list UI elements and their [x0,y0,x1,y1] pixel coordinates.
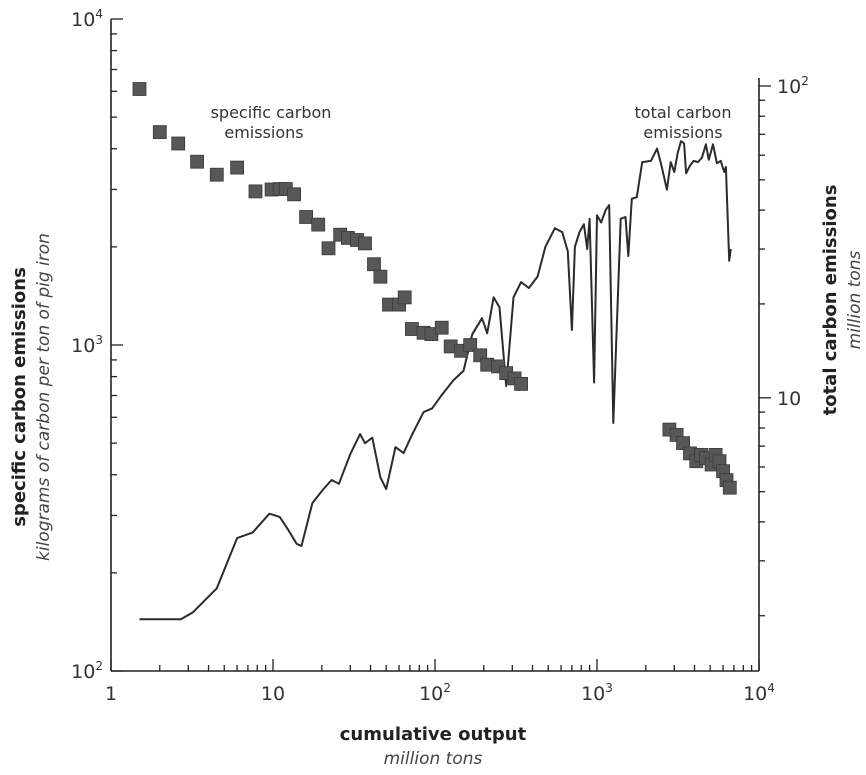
total-emissions-line [139,140,732,621]
x-tick-label: 104 [743,681,775,705]
annotation-total-line1: total carbon [635,103,732,122]
right-axis-unit: million tons [845,250,865,349]
left-tick-label: 104 [71,7,103,31]
specific-emissions-point [722,480,737,495]
specific-emissions-point [311,217,326,232]
specific-emissions-point [404,322,419,336]
left-tick-label: 103 [71,333,103,357]
annotation-specific-line2: emissions [224,123,303,142]
specific-emissions-point [321,241,336,256]
specific-emissions-point [434,320,449,335]
left-axis-title: specific carbon emissions [9,267,30,527]
specific-emissions-series [132,82,737,495]
x-tick-label: 102 [419,681,451,705]
right-tick-label: 10 [777,388,801,410]
specific-emissions-point [299,210,314,224]
specific-emissions-point [287,187,302,202]
right-tick-label: 102 [777,74,809,98]
specific-emissions-point [132,82,147,96]
x-axis-unit: million tons [384,749,483,769]
right-axis-title: total carbon emissions [820,185,841,416]
annotation-total-line2: emissions [643,123,722,142]
specific-emissions-point [358,236,372,251]
left-axis-unit: kilograms of carbon per ton of pig iron [34,233,54,561]
specific-emissions-point [248,184,263,199]
specific-emissions-point [209,167,224,182]
specific-emissions-point [367,257,381,272]
specific-emissions-point [230,160,245,175]
x-tick-label: 10 [261,683,285,705]
left-tick-label: 102 [71,659,103,683]
specific-emissions-point [397,290,412,305]
specific-emissions-point [514,376,528,391]
tick-labels: 1 10 102 103 104 104 103 102 102 10 [71,7,809,705]
x-tick-label: 103 [581,681,613,705]
x-axis-title: cumulative output [340,724,527,745]
specific-emissions-point [373,269,388,284]
specific-emissions-point [190,154,205,169]
specific-emissions-point [463,338,478,352]
specific-emissions-point [152,125,167,139]
total-emissions-series [139,140,732,621]
specific-emissions-point [171,136,186,151]
ticks [110,18,771,672]
specific-emissions-point [676,436,690,451]
annotation-specific-line1: specific carbon [211,103,332,122]
x-tick-label: 1 [105,683,117,705]
